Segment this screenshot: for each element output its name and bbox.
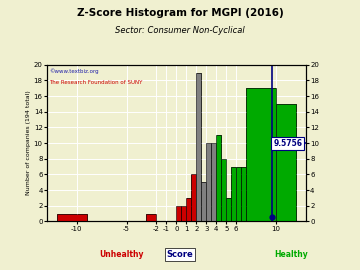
Text: The Research Foundation of SUNY: The Research Foundation of SUNY — [49, 80, 142, 85]
Bar — [206, 143, 211, 221]
Bar — [236, 167, 241, 221]
Bar — [201, 182, 206, 221]
Text: 9.5756: 9.5756 — [273, 139, 302, 148]
Bar — [231, 167, 236, 221]
Bar — [221, 159, 226, 221]
Text: Healthy: Healthy — [274, 250, 308, 259]
Bar — [147, 214, 157, 221]
Bar — [216, 135, 221, 221]
Bar — [216, 135, 221, 221]
Bar — [176, 206, 181, 221]
Bar — [201, 182, 206, 221]
Bar — [211, 143, 216, 221]
Y-axis label: Number of companies (194 total): Number of companies (194 total) — [26, 91, 31, 195]
Bar — [186, 198, 192, 221]
Bar — [147, 214, 157, 221]
Text: Unhealthy: Unhealthy — [99, 250, 144, 259]
Bar — [206, 143, 211, 221]
Bar — [181, 206, 186, 221]
Text: Score: Score — [167, 250, 193, 259]
Bar — [276, 104, 296, 221]
Bar — [276, 104, 296, 221]
Bar — [57, 214, 87, 221]
Bar — [181, 206, 186, 221]
Bar — [211, 143, 216, 221]
Bar — [241, 167, 246, 221]
Text: ©www.textbiz.org: ©www.textbiz.org — [49, 69, 98, 74]
Bar — [246, 88, 276, 221]
Text: Z-Score Histogram for MGPI (2016): Z-Score Histogram for MGPI (2016) — [77, 8, 283, 18]
Bar — [57, 214, 87, 221]
Bar — [221, 159, 226, 221]
Bar — [196, 73, 201, 221]
Bar — [192, 174, 196, 221]
Text: Sector: Consumer Non-Cyclical: Sector: Consumer Non-Cyclical — [115, 26, 245, 35]
Bar — [241, 167, 246, 221]
Bar — [196, 73, 201, 221]
Bar — [246, 88, 276, 221]
Bar — [231, 167, 236, 221]
Bar — [226, 198, 231, 221]
Bar — [176, 206, 181, 221]
Bar — [236, 167, 241, 221]
Bar — [186, 198, 192, 221]
Bar — [192, 174, 196, 221]
Bar — [226, 198, 231, 221]
